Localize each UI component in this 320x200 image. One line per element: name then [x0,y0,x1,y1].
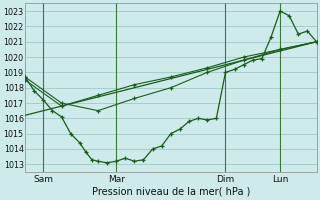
X-axis label: Pression niveau de la mer( hPa ): Pression niveau de la mer( hPa ) [92,187,250,197]
